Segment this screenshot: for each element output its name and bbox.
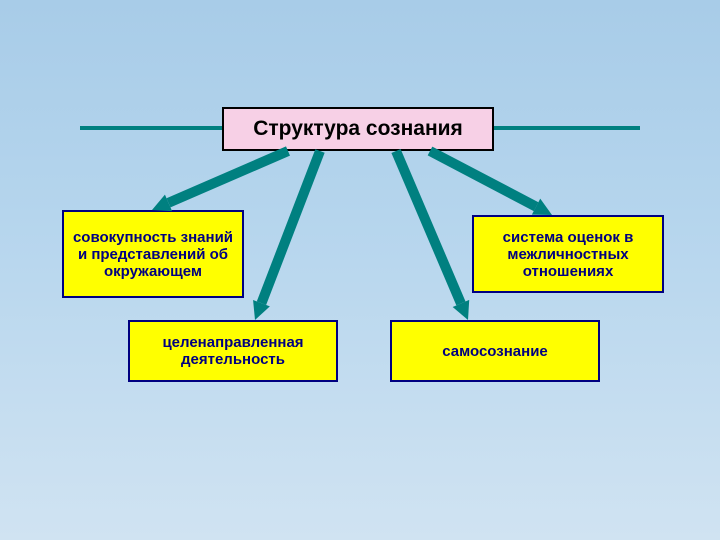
arrow-head-icon	[152, 195, 172, 212]
node-label: совокупность знаний и представлений об о…	[72, 229, 234, 280]
arrow-shaft	[430, 151, 536, 207]
node-n2: система оценок в межличностных отношения…	[472, 215, 664, 293]
node-label: целенаправленная деятельность	[138, 334, 328, 368]
title-box: Структура сознания	[222, 107, 494, 151]
arrow-shaft	[169, 151, 288, 203]
arrow-shaft	[396, 151, 461, 303]
arrow-head-icon	[453, 300, 470, 320]
node-n3: целенаправленная деятельность	[128, 320, 338, 382]
arrow-head-icon	[532, 199, 552, 215]
node-label: самосознание	[442, 343, 548, 360]
node-n4: самосознание	[390, 320, 600, 382]
node-n1: совокупность знаний и представлений об о…	[62, 210, 244, 298]
arrow-head-icon	[253, 300, 270, 320]
arrow-shaft	[261, 151, 320, 303]
title-text: Структура сознания	[253, 117, 463, 141]
node-label: система оценок в межличностных отношения…	[482, 229, 654, 280]
